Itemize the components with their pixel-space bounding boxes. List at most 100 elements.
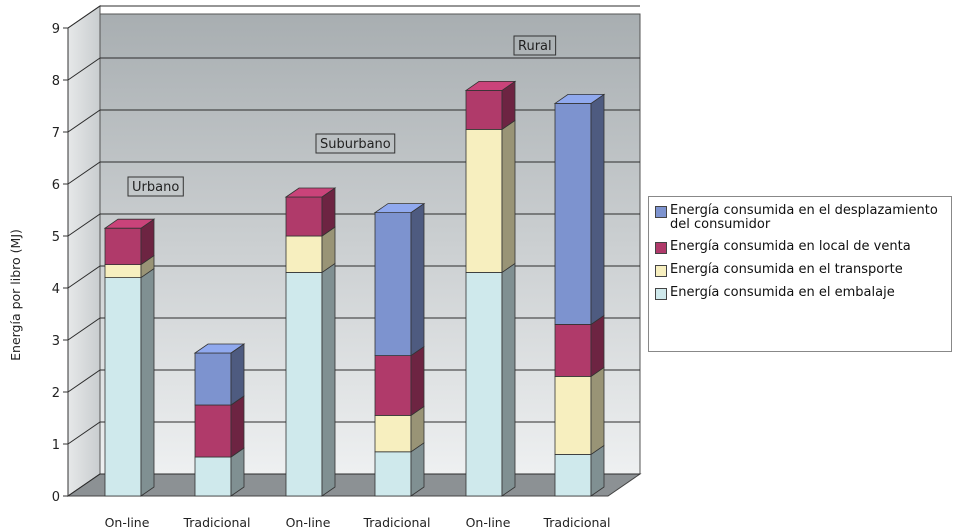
bar-top (464, 81, 517, 91)
bar-segment (104, 264, 142, 279)
bar-segment (374, 212, 412, 357)
annotation-text: Rural (518, 39, 552, 54)
gridline (67, 213, 640, 237)
annotation-text: Urbano (132, 180, 179, 195)
legend-swatch-embalaje (655, 288, 667, 300)
bar-stack (193, 343, 246, 497)
legend-item-embalaje: Energía consumida en el embalaje (655, 286, 945, 300)
gridline (67, 473, 640, 497)
bar-segment-side (230, 395, 245, 458)
bars (103, 80, 606, 497)
legend-swatch-desplazamiento (655, 206, 667, 218)
bar-segment-side (321, 262, 336, 497)
bar-stack (464, 80, 517, 497)
legend-item-local-venta: Energía consumida en local de venta (655, 240, 945, 254)
bar-segment-side (230, 343, 245, 406)
x-tick-label: Tradicional (542, 515, 610, 530)
bar-segment (374, 414, 412, 453)
bar-segment (465, 271, 503, 497)
annotation-suburbano: Suburbano (315, 133, 396, 154)
legend-swatch-local-venta (655, 242, 667, 254)
annotation-text: Suburbano (320, 137, 391, 152)
group-annotations: Urbano Suburbano Rural (127, 35, 557, 197)
bar-stack (103, 218, 156, 497)
bar-stack (284, 187, 337, 497)
bar-segment (104, 227, 142, 265)
annotation-box (513, 35, 557, 56)
y-axis: 0 1 2 3 4 5 6 7 8 9 (52, 22, 69, 505)
bar-stack (553, 93, 606, 497)
gridline (67, 317, 640, 341)
bar-segment (554, 323, 592, 377)
bar-segment-side (501, 262, 516, 497)
bar-segment (465, 128, 503, 273)
y-tick-label: 3 (52, 334, 60, 349)
legend-label-desplazamiento: Energía consumida en el desplazamiento d… (670, 203, 938, 232)
plot-walls (66, 5, 642, 497)
y-tick-label: 6 (52, 178, 60, 193)
bar-segment-side (410, 202, 425, 357)
gridline (67, 109, 640, 133)
y-tick-label: 7 (52, 126, 60, 141)
gridline (67, 57, 640, 81)
bar-segment (285, 196, 323, 237)
x-tick-label: On-line (286, 515, 331, 530)
gridline (67, 5, 640, 29)
legend-label-embalaje: Energía consumida en el embalaje (670, 285, 895, 300)
bar-top (193, 343, 246, 354)
gridline (67, 265, 640, 289)
bar-top (373, 203, 426, 214)
legend-swatch-transporte (655, 265, 667, 277)
bar-stack (373, 202, 426, 497)
legend-label-transporte: Energía consumida en el transporte (670, 262, 903, 277)
bar-segment (194, 352, 232, 406)
gridlines (67, 5, 640, 497)
bar-top (553, 94, 606, 104)
annotation-box (315, 133, 396, 154)
legend-item-transporte: Energía consumida en el transporte (655, 263, 945, 277)
x-tick-label: Tradicional (362, 515, 430, 530)
y-tick-label: 9 (52, 22, 60, 37)
x-tick-label: On-line (466, 515, 511, 530)
legend: Energía consumida en el desplazamiento d… (648, 196, 952, 352)
bar-segment (194, 456, 232, 497)
legend-item-desplazamiento: Energía consumida en el desplazamiento d… (655, 204, 945, 232)
gridline (67, 161, 640, 185)
gridline (67, 421, 640, 445)
x-tick-label: On-line (105, 515, 150, 530)
y-tick-label: 1 (52, 438, 60, 453)
bar-segment (554, 453, 592, 497)
bar-segment (285, 271, 323, 497)
bar-segment (285, 235, 323, 273)
bar-segment (554, 103, 592, 325)
x-tick-label: Tradicional (182, 515, 250, 530)
bar-segment-side (590, 93, 605, 326)
bar-top (284, 187, 337, 198)
y-tick-label: 8 (52, 74, 60, 89)
bar-segment-side (590, 366, 605, 456)
bar-segment (104, 277, 142, 497)
y-axis-title: Energía por libro (MJ) (8, 229, 23, 361)
bar-segment-side (590, 314, 605, 378)
y-tick-label: 4 (52, 282, 60, 297)
annotation-urbano: Urbano (127, 176, 184, 197)
back-wall (99, 13, 641, 475)
bar-segment (554, 375, 592, 455)
y-tick-label: 5 (52, 230, 60, 245)
y-tick-label: 2 (52, 386, 60, 401)
bar-segment (465, 90, 503, 130)
annotation-box (127, 176, 184, 197)
bar-top (103, 218, 156, 229)
x-axis-labels: On-line Tradicional On-line Tradicional On-l… (105, 515, 611, 530)
legend-label-local-venta: Energía consumida en local de venta (670, 239, 911, 254)
bar-segment-side (410, 345, 425, 417)
side-wall (67, 5, 101, 497)
gridline (67, 369, 640, 393)
y-tick-label: 0 (52, 490, 60, 505)
bar-segment (194, 404, 232, 458)
bar-segment (374, 451, 412, 497)
bar-segment-side (140, 267, 155, 497)
bar-segment (374, 355, 412, 416)
annotation-rural: Rural (513, 35, 557, 56)
bar-segment-side (501, 119, 516, 274)
